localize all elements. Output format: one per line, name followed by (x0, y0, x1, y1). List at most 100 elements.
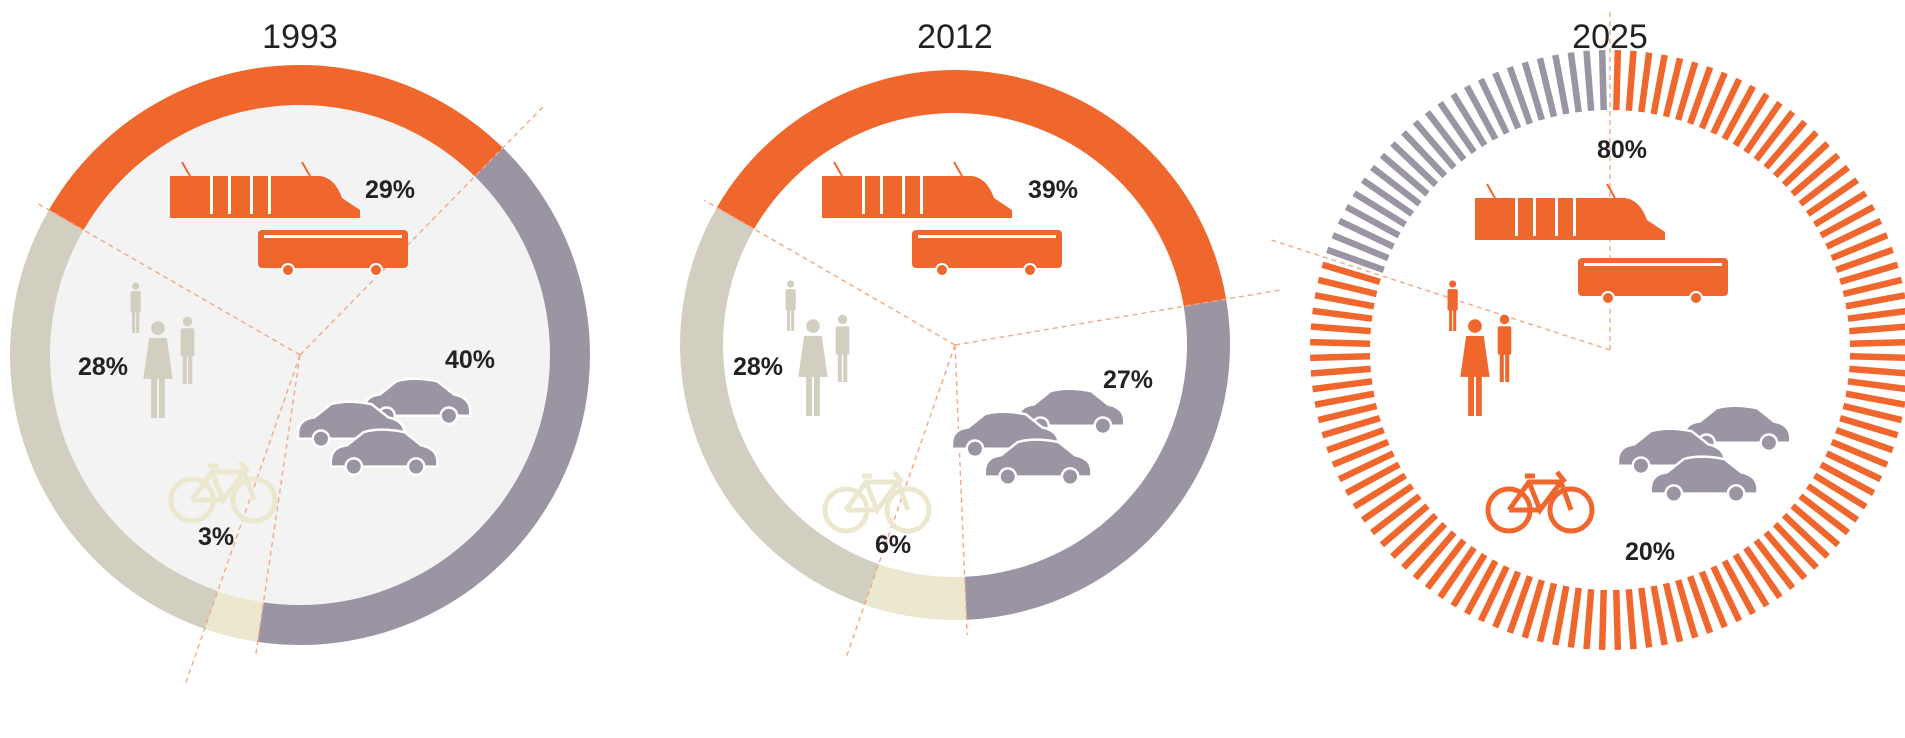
icons-1993 (130, 161, 472, 524)
stripe (1772, 521, 1819, 570)
bicycle-icon (1485, 470, 1595, 534)
stripe (1424, 110, 1467, 162)
stripe (1721, 559, 1757, 616)
stripe (1437, 100, 1477, 155)
stripe (1598, 50, 1607, 111)
stripe (1536, 57, 1558, 118)
stripe (1360, 177, 1415, 217)
stripe (1845, 390, 1905, 408)
label-walking-1993: 28% (78, 353, 128, 381)
icons-2025 (1447, 183, 1792, 534)
tram-icon (1475, 183, 1665, 240)
stripe (1370, 164, 1422, 207)
cars-icon (950, 387, 1126, 486)
cars-icon (1616, 404, 1792, 503)
label-car-2012: 27% (1103, 366, 1153, 394)
stripe (1849, 323, 1905, 335)
stripe (1849, 365, 1905, 377)
stripe (1698, 71, 1728, 130)
ring-2025 (1310, 50, 1905, 650)
bus-icon (912, 230, 1062, 277)
stripe (1710, 565, 1743, 623)
stripe (1830, 232, 1889, 262)
stripe (1521, 579, 1545, 639)
stripe (1567, 52, 1582, 113)
slice-car-2025 (1326, 50, 1607, 273)
stripe (1450, 552, 1488, 608)
slice-public-transport-1993 (48, 64, 503, 231)
stripe (1352, 190, 1408, 228)
label-public-transport-2025: 80% (1597, 136, 1647, 164)
stripe (1552, 585, 1570, 646)
stripe (1662, 582, 1684, 643)
bus-icon (1578, 258, 1728, 305)
stripe (1331, 232, 1390, 262)
stripe (1847, 378, 1905, 393)
stripe (1835, 246, 1894, 273)
stripe (1849, 353, 1905, 361)
label-cycling-2012: 6% (875, 531, 911, 559)
stripe (1772, 130, 1819, 179)
stripe (1567, 587, 1582, 648)
guide-line (254, 354, 301, 657)
stripe (1675, 579, 1699, 639)
stripe (1839, 415, 1899, 439)
stripe (1370, 493, 1422, 536)
stripe (1812, 190, 1868, 228)
stripe (1842, 276, 1903, 298)
stripe (1401, 130, 1448, 179)
stripe (1613, 589, 1622, 650)
slice-cycling-2012 (864, 564, 967, 620)
stripe (1337, 450, 1395, 483)
stripe (1638, 52, 1653, 113)
chart-2012: 2012 39% 27% 6% 28% (680, 18, 1281, 657)
stripe (1819, 461, 1876, 497)
stripe (1825, 217, 1883, 250)
stripe (1835, 427, 1894, 454)
stripe (1743, 100, 1783, 155)
stripe (1521, 61, 1545, 121)
tram-icon (170, 161, 360, 218)
stripe (1732, 552, 1770, 608)
stripe (1849, 339, 1905, 347)
slice-walking-2012 (680, 207, 879, 605)
stripe (1379, 503, 1430, 548)
stripe (1598, 589, 1607, 650)
pedestrians-icon (1447, 280, 1512, 416)
bicycle-icon (822, 470, 932, 534)
stripe (1463, 559, 1499, 616)
stripe (1847, 307, 1905, 322)
stripe (1506, 66, 1533, 125)
stripe (1310, 323, 1371, 335)
stripe (1662, 57, 1684, 118)
stripe (1326, 246, 1385, 273)
stripe (1710, 77, 1743, 135)
label-public-transport-1993: 29% (365, 176, 415, 204)
stripe (1492, 570, 1522, 629)
stripe (1625, 50, 1637, 111)
chart-title-2012: 2012 (917, 18, 993, 56)
chart-2025: 2025 80% 20% (1267, 10, 1905, 650)
stripe (1819, 203, 1876, 239)
guide-line (845, 344, 956, 657)
stripe (1379, 152, 1430, 197)
tram-icon (822, 161, 1012, 218)
stripe (1743, 545, 1783, 600)
stripe (1344, 203, 1401, 239)
slice-walking-1993 (9, 210, 218, 629)
stripe (1798, 164, 1850, 207)
stripe (1805, 483, 1860, 523)
stripe (1401, 521, 1448, 570)
label-car-1993: 40% (445, 346, 495, 374)
label-car-2025: 20% (1625, 538, 1675, 566)
slice-car-1993 (257, 147, 590, 645)
stripe (1390, 141, 1439, 188)
stripe (1638, 587, 1653, 648)
stripe (1613, 50, 1622, 111)
stripe (1463, 84, 1499, 141)
stripe (1798, 493, 1850, 536)
stripe (1721, 84, 1757, 141)
label-cycling-1993: 3% (198, 523, 234, 551)
stripe (1317, 402, 1378, 424)
